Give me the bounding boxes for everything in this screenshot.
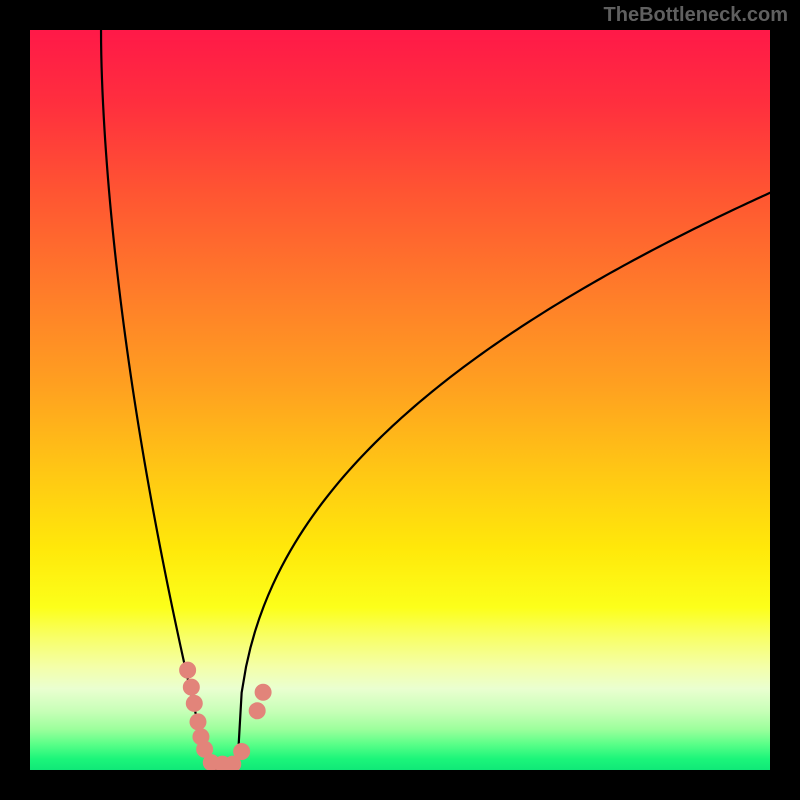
bottleneck-chart-svg (30, 30, 770, 770)
scatter-point (180, 662, 196, 678)
chart-frame: TheBottleneck.com (0, 0, 800, 800)
scatter-point (255, 684, 271, 700)
scatter-point (249, 703, 265, 719)
scatter-point (234, 744, 250, 760)
scatter-point (186, 695, 202, 711)
scatter-point (183, 679, 199, 695)
gradient-background (30, 30, 770, 770)
plot-area (30, 30, 770, 770)
scatter-point (190, 714, 206, 730)
watermark-text: TheBottleneck.com (604, 4, 788, 27)
